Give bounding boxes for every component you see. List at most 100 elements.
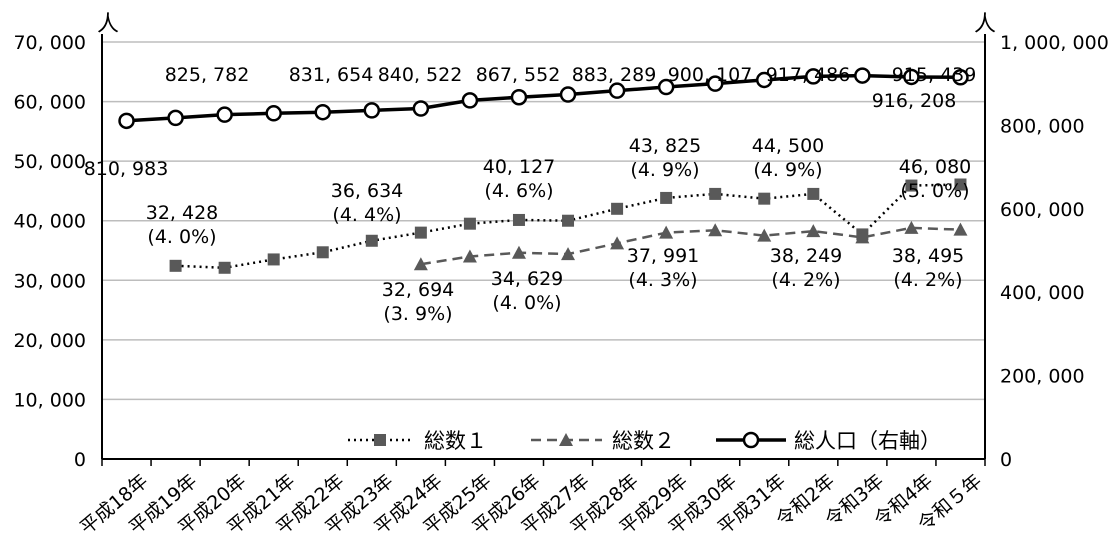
s2-data-label: (4. 2%) [893, 269, 962, 291]
left-axis-unit: 人 [97, 12, 119, 37]
grid-lines [102, 41, 985, 401]
total-data-label: 831, 654 [289, 64, 374, 86]
left-tick-label: 50, 000 [13, 151, 86, 173]
left-tick-label: 0 [74, 449, 86, 471]
total-point [854, 67, 871, 84]
total-point [265, 105, 282, 122]
s1-data-label: (4. 9%) [753, 159, 822, 181]
legend: 総数１ 総数２ 総人口（右軸） [348, 429, 941, 453]
series2-point [462, 249, 477, 263]
total-point [412, 100, 430, 117]
total-point [952, 69, 969, 86]
right-tick-label: 600, 000 [1000, 199, 1085, 221]
right-tick-label: 200, 000 [1000, 366, 1085, 388]
series2-point [561, 247, 576, 261]
legend-s2-label: 総数２ [612, 429, 675, 453]
s1-data-label: 40, 127 [483, 156, 556, 178]
left-tick-label: 40, 000 [13, 211, 86, 233]
s1-data-label: (4. 4%) [332, 204, 401, 226]
series1-point [954, 178, 967, 191]
series2-point [855, 230, 870, 244]
total-point [756, 71, 773, 89]
s1-data-label: (4. 0%) [147, 226, 216, 248]
series1-point [512, 213, 525, 226]
total-data-label: 867, 552 [476, 64, 561, 86]
s1-data-label: 44, 500 [752, 135, 825, 157]
right-tick-label: 1, 000, 000 [1000, 32, 1109, 54]
legend-s1-label: 総数１ [424, 429, 487, 453]
total-data-label: 883, 289 [572, 64, 657, 86]
series1-point [316, 246, 329, 259]
axes [101, 34, 986, 466]
right-axis-unit: 人 [974, 12, 996, 37]
series2-point [610, 236, 625, 250]
series1-point [267, 253, 280, 266]
total-point [167, 109, 184, 127]
s2-data-label: 32, 694 [382, 279, 455, 301]
left-tick-label: 60, 000 [13, 92, 86, 114]
total-point [657, 78, 675, 96]
legend-total-label: 総人口（右軸） [794, 429, 941, 453]
total-point [118, 112, 135, 130]
left-tick-label: 30, 000 [13, 270, 86, 292]
total-point [314, 103, 331, 121]
s1-data-label: 36, 634 [331, 180, 404, 202]
series1-point [807, 187, 820, 200]
series2-point [904, 220, 919, 234]
total-point [510, 88, 528, 106]
s1-data-label: (5. 0%) [900, 180, 969, 202]
series1-point [169, 259, 182, 272]
series1-point [365, 234, 378, 247]
left-tick-label: 20, 000 [13, 330, 86, 352]
series-lines [118, 67, 969, 274]
s1-data-label: 46, 080 [899, 156, 972, 178]
x-axis-categories: 平成18年平成19年平成20年平成21年平成22年平成23年平成24年平成25年… [76, 470, 986, 539]
left-tick-label: 10, 000 [13, 389, 86, 411]
series2-point [708, 223, 723, 237]
series2-point [659, 225, 674, 239]
s2-data-label: (4. 0%) [492, 292, 561, 314]
series1-point [905, 179, 918, 192]
total-point [903, 68, 920, 86]
total-point [805, 68, 822, 85]
s2-data-label: (4. 3%) [628, 269, 697, 291]
total-point [608, 82, 626, 99]
s1-data-label: (4. 6%) [484, 180, 553, 202]
series2-point [806, 224, 821, 238]
total-point [461, 92, 479, 109]
series2-point [511, 245, 526, 259]
s2-data-label: 38, 495 [892, 245, 965, 267]
series2-point [757, 228, 772, 242]
series1-point [218, 261, 231, 274]
left-axis-ticks: 0 10, 000 20, 000 30, 000 40, 000 50, 000 60, … [13, 32, 86, 471]
series1-point [562, 214, 575, 227]
legend-s2-marker [559, 433, 573, 446]
total-point [706, 75, 724, 92]
total-data-label: 900, 107 [668, 64, 753, 86]
series2-point [413, 257, 428, 271]
right-axis-ticks: 0 200, 000 400, 000 600, 000 800, 000 1, 000,… [1000, 32, 1109, 471]
s2-data-label: 34, 629 [491, 268, 564, 290]
s1-data-label: 32, 428 [146, 202, 219, 224]
right-tick-label: 0 [1000, 449, 1012, 471]
s2-data-label: (3. 9%) [383, 303, 452, 325]
left-tick-label: 70, 000 [13, 32, 86, 54]
s2-data-label: 37, 991 [627, 245, 700, 267]
legend-total-marker [742, 431, 760, 449]
series1-point [758, 192, 771, 205]
s2-data-label: (4. 2%) [771, 269, 840, 291]
s2-data-label: 38, 249 [770, 245, 843, 267]
series1-point [709, 187, 722, 200]
s1-data-label: 43, 825 [629, 135, 702, 157]
legend-s1-marker [374, 434, 386, 446]
right-tick-label: 400, 000 [1000, 282, 1085, 304]
total-data-label: 917, 486 [766, 64, 851, 86]
s1-data-label: (4. 9%) [630, 159, 699, 181]
series1-point [414, 226, 427, 239]
series1-point [611, 202, 624, 215]
total-data-label: 915, 439 [892, 64, 977, 86]
total-point [559, 86, 577, 103]
total-data-label: 916, 208 [872, 90, 957, 112]
total-point [216, 106, 233, 123]
series1-point [660, 191, 673, 204]
